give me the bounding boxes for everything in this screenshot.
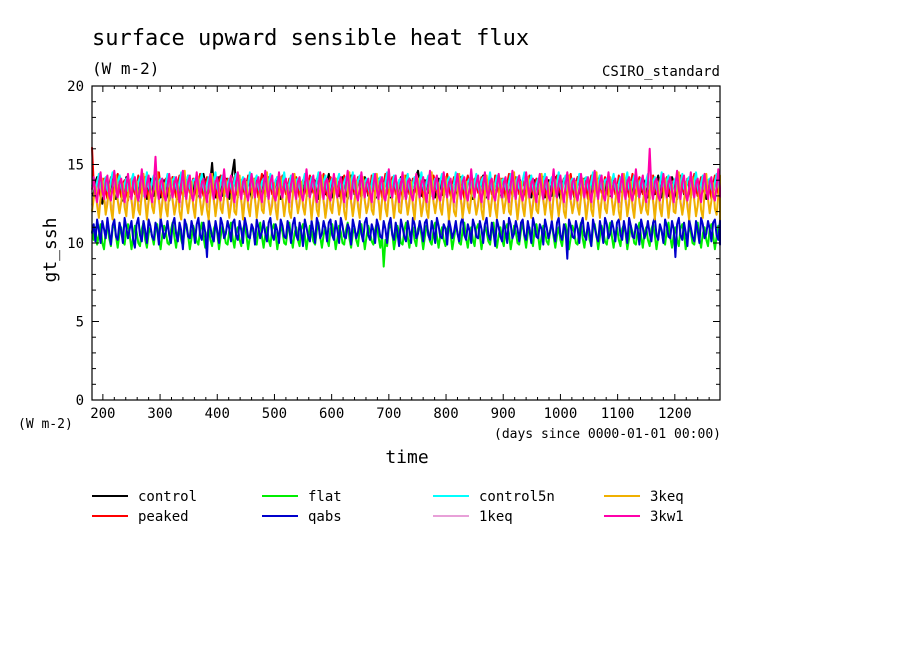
series-line-3kw1 bbox=[91, 147, 721, 204]
legend-label-1keq: 1keq bbox=[479, 509, 513, 525]
x-tick-label: 800 bbox=[433, 406, 458, 422]
legend: control flat control5n 3keq peaked qabs 1keq 3k… bbox=[92, 489, 684, 525]
x-tick-label: 200 bbox=[90, 406, 115, 422]
x-tick-label: 500 bbox=[262, 406, 287, 422]
x-axis-units: (days since 0000-01-01 00:00) bbox=[494, 427, 721, 442]
legend-label-flat: flat bbox=[308, 489, 342, 505]
x-tick-label: 1000 bbox=[544, 406, 578, 422]
legend-label-3keq: 3keq bbox=[650, 489, 684, 505]
y-axis-units: (W m-2) bbox=[18, 417, 73, 432]
x-axis-label: time bbox=[385, 447, 428, 468]
y-tick-label: 5 bbox=[76, 315, 84, 331]
x-tick-label: 300 bbox=[147, 406, 172, 422]
y-tick-label: 15 bbox=[67, 158, 84, 174]
legend-label-control: control bbox=[138, 489, 197, 505]
chart-title: surface upward sensible heat flux bbox=[92, 26, 529, 51]
series-layer bbox=[91, 147, 721, 268]
series-line-qabs bbox=[91, 216, 721, 260]
legend-label-peaked: peaked bbox=[138, 509, 189, 525]
model-label: CSIRO_standard bbox=[602, 64, 720, 80]
x-tick-label: 1100 bbox=[601, 406, 635, 422]
x-tick-label: 1200 bbox=[658, 406, 692, 422]
x-tick-label: 900 bbox=[491, 406, 516, 422]
x-tick-label: 700 bbox=[376, 406, 401, 422]
chart-units: (W m-2) bbox=[92, 59, 159, 78]
legend-label-control5n: control5n bbox=[479, 489, 555, 505]
y-tick-label: 10 bbox=[67, 236, 84, 252]
y-tick-label: 0 bbox=[76, 393, 84, 409]
y-axis-label: gt_ssh bbox=[40, 217, 61, 282]
x-tick-label: 400 bbox=[205, 406, 230, 422]
y-tick-label: 20 bbox=[67, 79, 84, 95]
legend-label-qabs: qabs bbox=[308, 509, 342, 525]
ticks-layer: 200 300 400 500 600 700 800 900 1000 1100 1200 0 5 10… bbox=[67, 79, 720, 422]
x-tick-label: 600 bbox=[319, 406, 344, 422]
legend-label-3kw1: 3kw1 bbox=[650, 509, 684, 525]
